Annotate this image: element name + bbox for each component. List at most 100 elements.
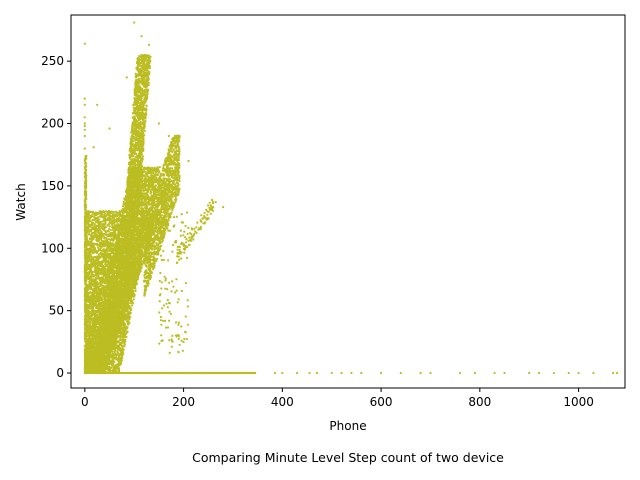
data-point-4597 xyxy=(105,248,108,251)
data-point-3600 xyxy=(91,211,94,214)
data-point-4270 xyxy=(98,253,101,256)
data-point-4811 xyxy=(96,265,99,268)
data-point-4861 xyxy=(102,255,105,259)
data-point-4871 xyxy=(114,228,117,231)
data-point-4951 xyxy=(95,277,98,280)
data-point-4820 xyxy=(118,211,121,214)
data-point-3841 xyxy=(94,220,98,223)
data-point-4558 xyxy=(86,228,90,231)
data-point-4124 xyxy=(88,253,91,256)
data-point-4541 xyxy=(88,241,91,244)
data-point-4932 xyxy=(97,255,100,258)
data-point-4501 xyxy=(111,245,114,248)
data-point-3912 xyxy=(90,228,93,231)
data-point-3500 xyxy=(92,274,96,277)
data-point-4707 xyxy=(92,238,95,241)
data-point-4841 xyxy=(109,210,112,213)
data-point-4743 xyxy=(92,231,96,234)
data-point-3458 xyxy=(93,225,96,228)
data-point-4574 xyxy=(87,357,90,360)
data-point-4925 xyxy=(93,214,96,217)
data-point-4029 xyxy=(90,274,93,277)
data-point-4238 xyxy=(94,290,97,293)
data-point-3618 xyxy=(102,267,105,271)
data-point-4189 xyxy=(100,211,103,214)
data-point-4827 xyxy=(92,341,96,345)
data-point-4778 xyxy=(100,214,103,217)
data-point-4759 xyxy=(109,257,112,260)
scatter-points xyxy=(83,21,619,375)
data-point-4963 xyxy=(89,304,92,307)
data-point-1642 xyxy=(111,213,114,216)
data-point-4272 xyxy=(102,210,105,213)
data-point-4205 xyxy=(107,259,110,262)
data-point-973 xyxy=(109,229,112,232)
data-point-4439 xyxy=(87,334,90,337)
data-point-3694 xyxy=(111,210,114,213)
data-point-4669 xyxy=(106,210,109,214)
data-point-4664 xyxy=(104,222,107,225)
data-point-4579 xyxy=(95,316,98,319)
data-point-4656 xyxy=(98,298,101,301)
data-point-3859 xyxy=(88,280,91,283)
data-point-4280 xyxy=(97,249,100,252)
data-point-4475 xyxy=(102,248,105,251)
data-point-4762 xyxy=(93,263,96,267)
data-point-4943 xyxy=(89,238,92,241)
data-point-4657 xyxy=(99,243,102,246)
data-point-1928 xyxy=(104,267,107,271)
data-point-4366 xyxy=(103,281,107,284)
data-point-4864 xyxy=(99,225,102,228)
data-point-4696 xyxy=(87,233,90,236)
data-point-4971 xyxy=(88,301,91,304)
data-point-3872 xyxy=(106,229,109,233)
data-point-4792 xyxy=(109,214,112,217)
data-point-2318 xyxy=(89,216,92,219)
data-point-4858 xyxy=(87,272,90,275)
data-point-4260 xyxy=(107,227,111,230)
data-point-4887 xyxy=(101,220,104,223)
data-point-1347 xyxy=(104,226,107,229)
data-point-4969 xyxy=(111,215,114,218)
data-point-4831 xyxy=(89,271,92,274)
data-point-891 xyxy=(88,230,91,234)
data-point-4738 xyxy=(97,304,100,307)
data-point-4935 xyxy=(96,262,99,265)
data-point-2927 xyxy=(99,231,102,234)
data-point-4477 xyxy=(106,224,109,227)
data-point-4915 xyxy=(101,225,104,228)
data-point-3211 xyxy=(99,280,102,283)
data-point-4530 xyxy=(109,255,112,259)
data-point-1548 xyxy=(105,231,108,234)
data-point-4133 xyxy=(86,300,89,303)
data-point-4848 xyxy=(101,287,104,290)
data-point-4663 xyxy=(108,243,111,246)
data-point-4496 xyxy=(107,261,110,264)
data-point-4135 xyxy=(103,213,106,216)
data-point-4850 xyxy=(98,221,101,224)
data-point-4261 xyxy=(93,212,96,215)
data-point-4990 xyxy=(106,264,109,267)
data-point-4398 xyxy=(106,252,109,255)
data-point-3032 xyxy=(94,250,98,253)
data-point-3409 xyxy=(96,234,99,237)
data-point-4085 xyxy=(99,293,102,296)
data-point-4960 xyxy=(102,240,105,243)
data-point-4357 xyxy=(111,227,114,230)
data-point-4184 xyxy=(113,218,116,221)
data-point-3975 xyxy=(90,250,94,253)
data-point-4097 xyxy=(116,211,119,214)
data-point-4718 xyxy=(87,275,90,278)
data-point-4408 xyxy=(89,223,92,226)
data-point-4307 xyxy=(99,251,102,254)
data-point-4989 xyxy=(105,240,108,243)
data-point-4684 xyxy=(93,235,96,238)
data-point-4912 xyxy=(104,258,107,261)
data-point-3195 xyxy=(106,214,109,217)
data-point-3253 xyxy=(109,235,113,238)
data-point-2367 xyxy=(90,255,93,258)
data-point-4986 xyxy=(87,214,91,217)
data-point-4529 xyxy=(95,217,98,220)
data-point-4271 xyxy=(115,219,118,222)
